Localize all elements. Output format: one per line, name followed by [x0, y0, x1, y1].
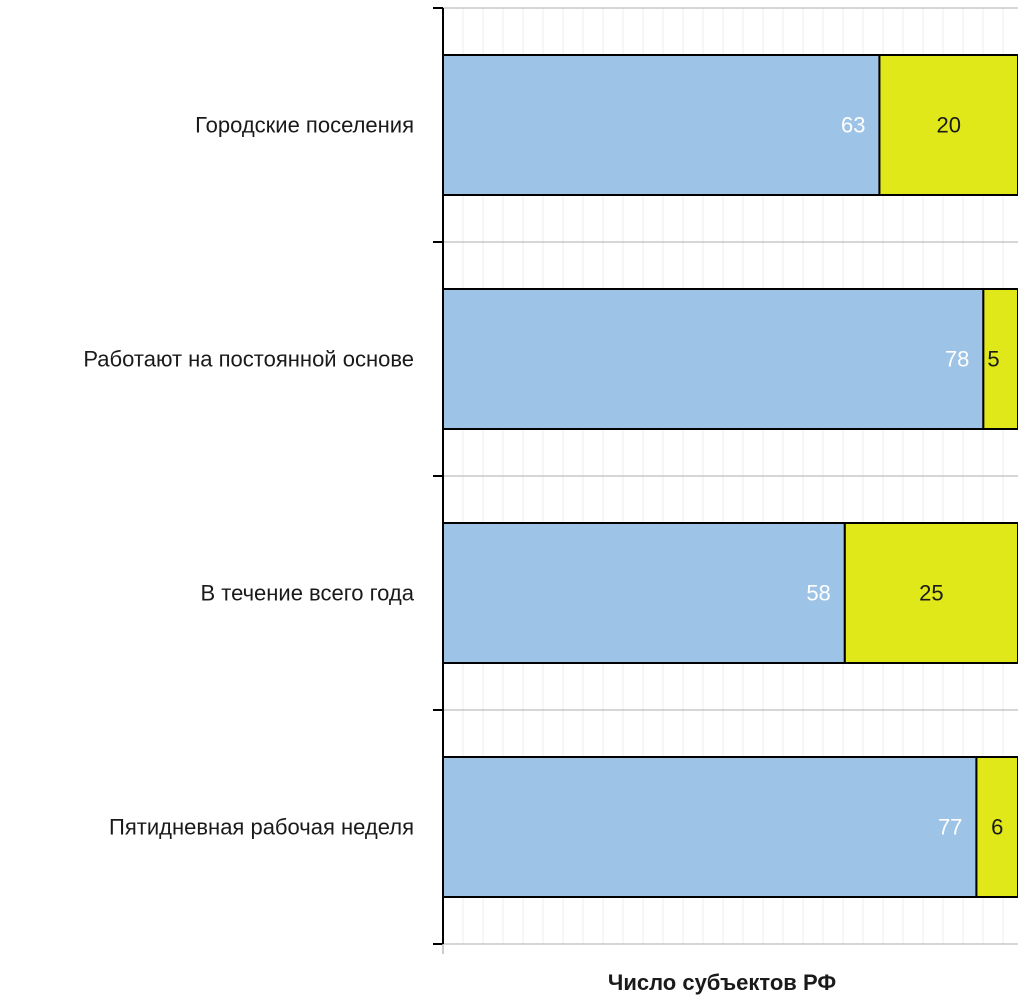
data-label: 58: [806, 581, 830, 606]
category-label: В течение всего года: [200, 581, 414, 606]
bar-blue: [442, 522, 846, 664]
bar-yellow: [982, 288, 1018, 430]
data-label: 78: [945, 347, 969, 372]
data-label: 77: [938, 815, 962, 840]
data-label: 25: [919, 581, 943, 606]
bar-blue: [442, 288, 985, 430]
data-label: 20: [936, 113, 960, 138]
bar-yellow: [975, 756, 1018, 898]
bar-blue: [442, 756, 978, 898]
major-gridlines: [443, 7, 1018, 945]
data-label: 6: [991, 815, 1003, 840]
bar-yellow: [843, 522, 1018, 664]
category-label: Городские поселения: [195, 113, 414, 138]
x-axis-title: Число субъектов РФ: [608, 970, 836, 995]
value-labels: 63 20 78 5 58 25 77 6: [806, 113, 1003, 840]
category-labels: Городские поселения Работают на постоянно…: [83, 113, 414, 840]
axes: [433, 7, 444, 954]
data-label: 5: [987, 347, 999, 372]
data-label: 63: [841, 113, 865, 138]
category-label: Пятидневная рабочая неделя: [109, 815, 414, 840]
bars: [442, 54, 1018, 898]
category-label: Работают на постоянной основе: [83, 347, 414, 372]
bar-yellow: [878, 54, 1018, 196]
bar-blue: [442, 54, 881, 196]
